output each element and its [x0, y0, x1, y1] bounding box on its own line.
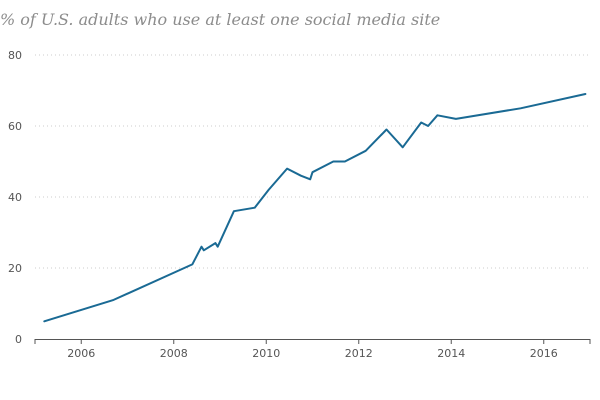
chart-title: % of U.S. adults who use at least one so…	[0, 10, 441, 29]
x-tick-label-2014: 2014	[437, 347, 465, 360]
y-tick-label-60: 60	[8, 120, 22, 133]
y-tick-label-0: 0	[15, 333, 22, 346]
x-tick-label-2008: 2008	[160, 347, 188, 360]
x-tick-label-2006: 2006	[67, 347, 95, 360]
y-tick-label-20: 20	[8, 262, 22, 275]
series-line-0	[43, 93, 587, 323]
x-tick-label-2016: 2016	[530, 347, 558, 360]
x-tick-label-2012: 2012	[345, 347, 373, 360]
y-tick-label-80: 80	[8, 49, 22, 62]
y-tick-label-40: 40	[8, 191, 22, 204]
x-tick-label-2010: 2010	[252, 347, 280, 360]
